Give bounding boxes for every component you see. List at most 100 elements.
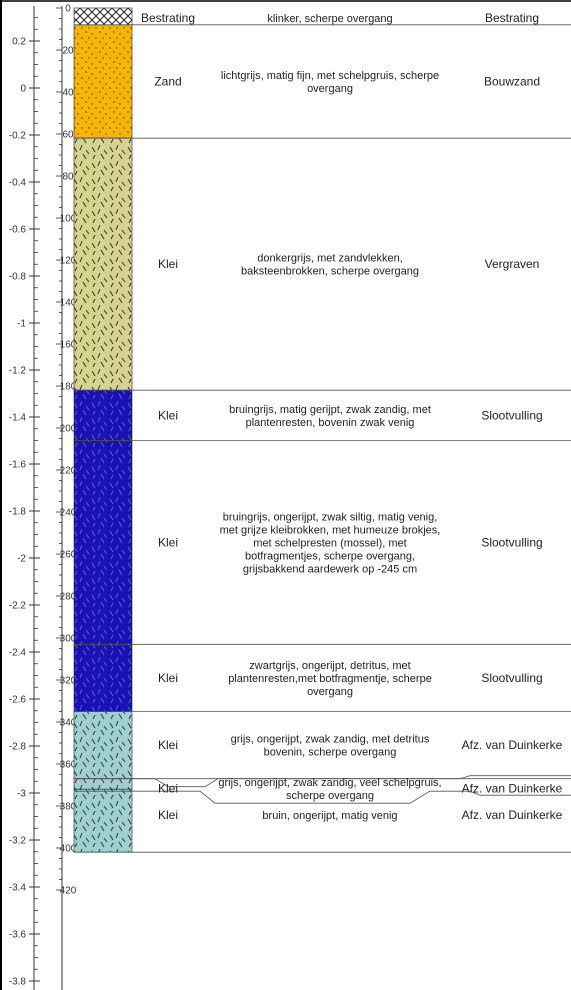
depth-label: 40 [62, 88, 74, 99]
elevation-label: -1.2 [9, 366, 27, 377]
layer-pattern [73, 440, 133, 645]
layer-pattern [73, 389, 133, 441]
elevation-label: 0.2 [12, 37, 26, 48]
layer-text: Klei grijs, ongerijpt, zwak zandig, met d… [158, 734, 563, 759]
depth-label: 220 [60, 466, 77, 477]
depth-label: 360 [60, 760, 77, 771]
depth-label: 420 [60, 886, 77, 897]
layer-description: grijsbakkend aardewerk op -245 cm [243, 563, 417, 575]
layer-text: Klei bruin, ongerijpt, matig venig Afz. va… [158, 808, 563, 822]
layer-description: plantenresten, bovenin zwak venig [246, 417, 415, 429]
layer [73, 643, 133, 712]
layer-text: Klei bruingrijs, ongerijpt, zwak siltig, … [158, 511, 543, 575]
layer-boundary [74, 790, 571, 804]
layer-text: Klei donkergrijs, met zandvlekken,bakstee… [158, 253, 539, 278]
depth-label: 400 [60, 844, 77, 855]
elevation-label: -0.8 [9, 272, 27, 283]
layer-description: bruingrijs, matig gerijpt, zwak zandig, … [229, 404, 431, 416]
elevation-label: -0.6 [9, 225, 27, 236]
layer [73, 389, 133, 441]
elevation-label: -2.2 [9, 601, 27, 612]
elevation-label: -0.2 [9, 131, 27, 142]
elevation-label: -3 [17, 789, 26, 800]
layer-description: donkergrijs, met zandvlekken, [257, 253, 403, 265]
depth-label: 380 [60, 802, 77, 813]
interpretation-label: Afz. van Duinkerke [462, 738, 563, 752]
layer-description: met grijze kleibrokken, met humeuze brok… [220, 524, 441, 536]
layer [73, 24, 133, 139]
layer-text: Klei bruingrijs, matig gerijpt, zwak zand… [158, 404, 543, 429]
layer-pattern [73, 137, 133, 391]
interpretation-label: Slootvulling [481, 408, 542, 422]
interpretation-label: Afz. van Duinkerke [462, 808, 563, 822]
elevation-major-ticks: 0.2 0 -0.2 -0.4 -0.6 -0.8 -1 -1.2 -1.4 -1.6 -1.8 -2… [9, 37, 40, 988]
layer [73, 778, 133, 790]
elevation-label: -2.8 [9, 742, 27, 753]
interpretation-label: Afz. van Duinkerke [462, 782, 563, 796]
layer-text: Klei zwartgrijs, ongerijpt, detritus, met… [158, 660, 543, 698]
layers: Bestrating klinker, scherpe overgang Bestr… [73, 7, 571, 853]
depth-label: 100 [60, 214, 77, 225]
depth-label: 20 [62, 46, 74, 57]
elevation-minor-ticks [34, 17, 38, 982]
interpretation-label: Slootvulling [481, 671, 542, 685]
depth-ticks: 0 20 40 60 80 100 120 140 160 180 200 220 240 260 280 3… [56, 4, 77, 897]
depth-label: 0 [65, 4, 71, 15]
elevation-label: -3.6 [9, 930, 27, 941]
layer-boundary [74, 775, 571, 788]
depth-label: 280 [60, 592, 77, 603]
elevation-label: -2.6 [9, 695, 27, 706]
interpretation-label: Slootvulling [481, 535, 542, 549]
layer-description: lichtgrijs, matig fijn, met schelpgruis,… [221, 70, 439, 82]
layer [73, 440, 133, 645]
elevation-label: -2 [17, 554, 26, 565]
interpretation-label: Bouwzand [484, 75, 540, 89]
lithology-label: Klei [158, 257, 178, 271]
depth-label: 160 [60, 340, 77, 351]
elevation-label: -1 [17, 319, 26, 330]
depth-label: 340 [60, 718, 77, 729]
layer-description: klinker, scherpe overgang [267, 13, 392, 25]
layer-description: botfragmentjes, scherpe overgang, [245, 550, 415, 562]
layer-pattern [73, 643, 133, 712]
layer-description: bruin, ongerijpt, matig venig [262, 810, 397, 822]
lithology-label: Klei [158, 808, 178, 822]
lithology-label: Klei [158, 535, 178, 549]
layer-description: overgang [307, 83, 353, 95]
interpretation-label: Vergraven [485, 257, 540, 271]
layer-description: baksteenbrokken, scherpe overgang [241, 266, 419, 278]
lithology-label: Zand [154, 75, 181, 89]
elevation-label: -1.4 [9, 413, 27, 424]
depth-label: 120 [60, 256, 77, 267]
layer-description: plantenresten,met botfragmentje, scherpe [228, 673, 432, 685]
layer-description: scherpe overgang [286, 790, 374, 802]
layer-text: Bestrating klinker, scherpe overgang Bestr… [141, 11, 539, 25]
depth-label: 60 [62, 130, 74, 141]
layer [73, 788, 133, 853]
elevation-label: -2.4 [9, 648, 27, 659]
layer-text: Klei grijs, ongerijpt, zwak zandig, veel … [158, 777, 563, 802]
lithology-label: Klei [158, 782, 178, 796]
layer-description: bovenin, scherpe overgang [264, 747, 397, 759]
layer-pattern [73, 788, 133, 853]
layer-description: met schelpresten (mossel), met [253, 537, 406, 549]
lithology-label: Klei [158, 671, 178, 685]
interpretation-label: Bestrating [485, 11, 539, 25]
depth-label: 320 [60, 676, 77, 687]
elevation-label: -3.2 [9, 836, 27, 847]
depth-label: 260 [60, 550, 77, 561]
layer-description: overgang [307, 686, 353, 698]
layer [73, 137, 133, 391]
elevation-label: -3.8 [9, 977, 27, 988]
lithology-label: Klei [158, 408, 178, 422]
lithology-label: Klei [158, 738, 178, 752]
elevation-label: -3.4 [9, 883, 27, 894]
lithology-label: Bestrating [141, 11, 195, 25]
layer-description: grijs, ongerijpt, zwak zandig, veel sche… [218, 777, 441, 789]
elevation-label: 0 [20, 84, 26, 95]
layer-description: bruingrijs, ongerijpt, zwak siltig, mati… [223, 511, 438, 523]
layer-description: grijs, ongerijpt, zwak zandig, met detri… [231, 734, 430, 746]
elevation-label: -1.8 [9, 507, 27, 518]
layer-pattern [73, 711, 133, 779]
